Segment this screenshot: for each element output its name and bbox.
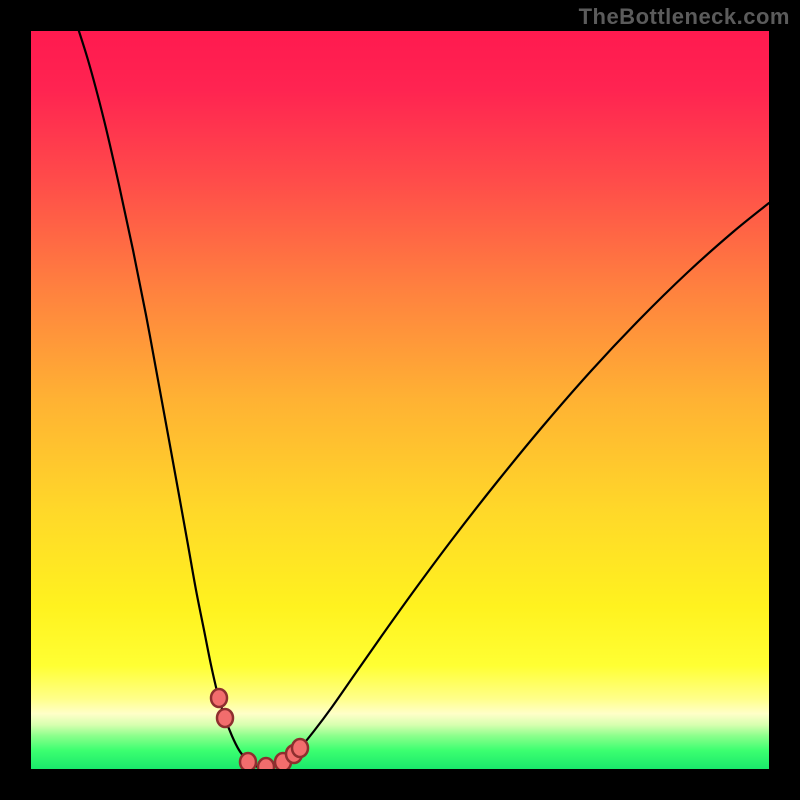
marker-2 — [240, 753, 256, 771]
frame-right — [769, 0, 800, 800]
frame-bottom — [0, 769, 800, 800]
gradient-background — [31, 31, 769, 769]
marker-6 — [292, 739, 308, 757]
frame-left — [0, 0, 31, 800]
chart-canvas: { "watermark": { "text": "TheBottleneck.… — [0, 0, 800, 800]
marker-1 — [217, 709, 233, 727]
marker-0 — [211, 689, 227, 707]
watermark-text: TheBottleneck.com — [579, 4, 790, 30]
bottleneck-chart — [0, 0, 800, 800]
